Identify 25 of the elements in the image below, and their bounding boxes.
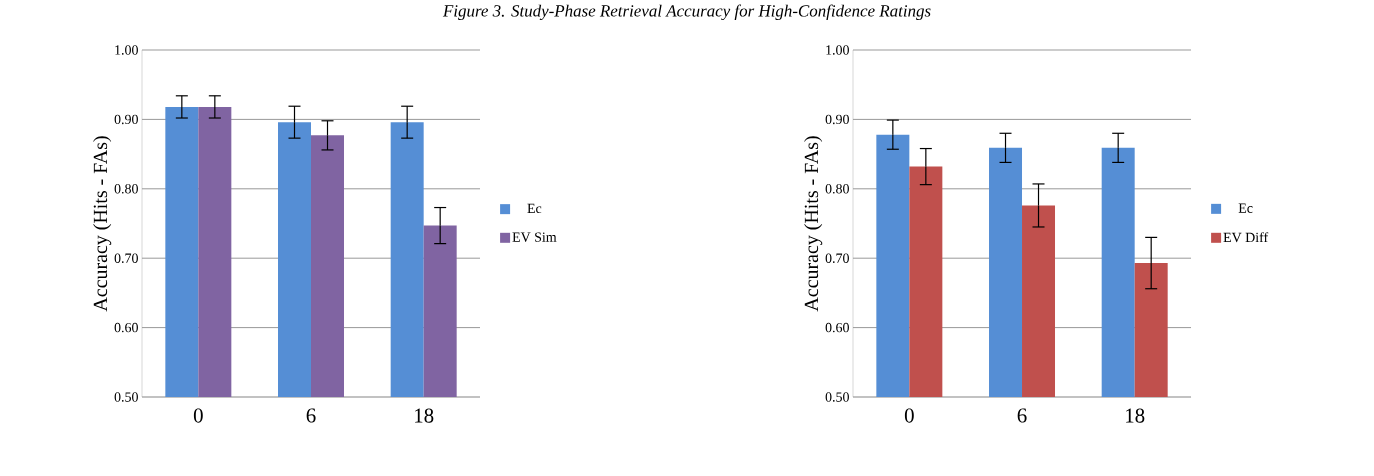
y-axis-title: Accuracy (Hits - FAs) [93, 136, 112, 312]
y-tick-label: 0.70 [114, 253, 138, 263]
y-tick-label: 0.90 [825, 114, 849, 125]
text: Figure 3. Study-Phase Retrieval Accuracy for High-Confidence Ratings [442, 4, 931, 21]
legend-label: EV Diff [1223, 232, 1269, 243]
x-tick-label: 0 [193, 408, 203, 423]
x-tick-label: 0 [904, 408, 914, 423]
y-tick-label: 0.80 [114, 184, 138, 194]
x-tick-label: 6 [1017, 408, 1027, 423]
legend-label: Ec [527, 203, 542, 214]
y-tick-label: 0.50 [114, 392, 138, 402]
x-tick-label: 18 [1126, 408, 1145, 423]
y-tick-label: 0.70 [825, 253, 849, 263]
x-tick-label: 6 [306, 408, 316, 423]
y-tick-label: 0.60 [114, 322, 138, 333]
y-tick-label: 0.80 [825, 184, 849, 194]
y-tick-label: 0.90 [114, 114, 138, 125]
x-tick-label: 18 [415, 408, 434, 423]
y-axis-title: Accuracy (Hits - FAs) [804, 136, 823, 312]
legend-label: Ec [1238, 203, 1253, 213]
y-tick-label: 0.50 [825, 392, 849, 402]
legend-label: EV Sim [512, 232, 557, 242]
y-tick-label: 1.00 [115, 45, 138, 55]
y-tick-label: 1.00 [826, 45, 849, 55]
y-tick-label: 0.60 [825, 322, 849, 333]
